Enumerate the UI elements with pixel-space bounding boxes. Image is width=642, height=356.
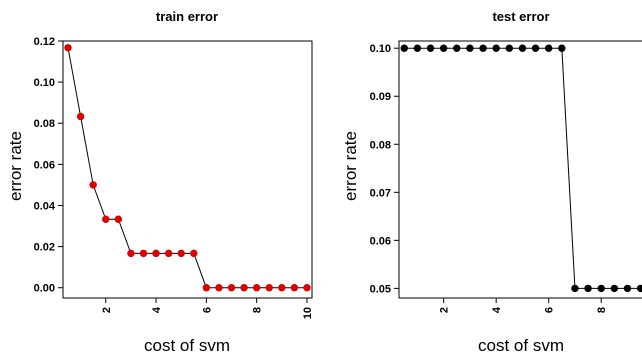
data-point (531, 44, 540, 52)
x-tick-label: 8 (252, 307, 264, 313)
data-points (64, 44, 311, 292)
series-line (404, 47, 642, 289)
data-point (544, 44, 553, 52)
data-point (492, 44, 500, 52)
y-tick-label: 0.09 (370, 91, 391, 103)
data-point (227, 284, 236, 292)
y-axis-label: error rate (6, 131, 25, 201)
test-error-panel: test error error rate cost of svm 246810… (341, 9, 642, 355)
x-tick-label: 6 (201, 307, 213, 313)
x-tick-label: 6 (544, 307, 556, 313)
train-error-panel: train error error rate cost of svm 2 4 6 8 1… (6, 9, 314, 355)
y-tick-label: 0.06 (370, 235, 391, 247)
x-axis-ticks: 2 4 6 8 10 (101, 298, 314, 319)
data-point (571, 284, 579, 293)
data-point (202, 284, 211, 292)
data-point (76, 112, 85, 121)
data-point (400, 44, 408, 52)
y-tick-label: 0.10 (34, 77, 55, 89)
data-point (278, 284, 286, 292)
data-point (558, 44, 566, 52)
data-point (114, 215, 123, 223)
data-point (518, 44, 527, 52)
plot-frame (62, 40, 313, 299)
y-tick-label: 0.06 (34, 159, 55, 171)
series-line (67, 47, 307, 289)
data-point (240, 284, 248, 292)
y-tick-label: 0.00 (34, 283, 55, 295)
data-point (439, 44, 448, 52)
y-tick-label: 0.04 (34, 200, 56, 212)
chart-title: train error (156, 9, 218, 24)
y-tick-label: 0.08 (370, 139, 391, 151)
data-point (290, 284, 299, 292)
data-point (89, 181, 97, 189)
y-tick-label: 0.08 (34, 118, 55, 130)
y-axis-ticks: 0.00 0.02 0.04 0.06 0.08 0.10 0.12 (34, 36, 63, 295)
y-tick-label: 0.10 (370, 43, 391, 55)
data-point (505, 44, 514, 52)
y-axis-label: error rate (341, 131, 360, 201)
data-point (413, 44, 422, 52)
plot-frame (398, 40, 642, 299)
data-point (190, 249, 198, 258)
x-axis-label: cost of svm (478, 336, 564, 355)
x-tick-label: 8 (596, 307, 608, 313)
x-tick-label: 4 (151, 306, 163, 313)
y-tick-label: 0.02 (34, 242, 55, 254)
data-point (479, 44, 487, 52)
data-point (426, 44, 435, 52)
data-point (127, 249, 135, 258)
y-tick-label: 0.05 (370, 283, 391, 295)
y-tick-label: 0.12 (34, 36, 55, 48)
data-point (597, 284, 605, 293)
data-point (139, 249, 148, 258)
data-point (164, 249, 173, 258)
y-tick-label: 0.07 (370, 187, 391, 199)
data-point (102, 215, 110, 223)
data-point (453, 44, 461, 52)
x-tick-label: 4 (491, 306, 503, 313)
data-point (215, 284, 223, 292)
data-point (177, 249, 185, 258)
data-point (584, 284, 592, 293)
data-point (466, 44, 474, 52)
data-points (400, 44, 642, 293)
data-point (152, 249, 160, 258)
data-point (610, 284, 619, 293)
x-axis-label: cost of svm (144, 336, 230, 355)
data-point (64, 44, 72, 52)
data-point (636, 284, 642, 293)
data-point (303, 284, 311, 292)
data-point (252, 284, 261, 292)
x-tick-label: 2 (439, 307, 451, 313)
chart-title: test error (492, 9, 549, 24)
y-axis-ticks: 0.05 0.06 0.07 0.08 0.09 0.10 (370, 43, 399, 295)
x-tick-label: 10 (302, 307, 314, 319)
data-point (265, 284, 273, 292)
data-point (623, 284, 632, 293)
x-tick-label: 2 (101, 307, 113, 313)
